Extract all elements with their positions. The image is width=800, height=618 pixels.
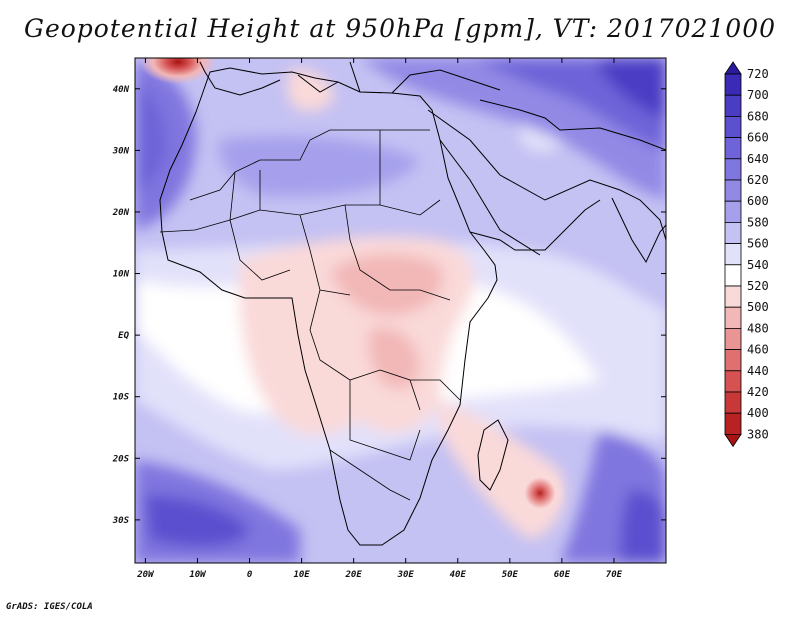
colorbar-swatch (724, 221, 742, 244)
colorbar-label: 600 (747, 194, 769, 208)
field-reunion-low (514, 467, 566, 519)
lat-tick-label: 30S (112, 516, 130, 526)
lon-tick-label: 0 (247, 570, 253, 580)
lat-tick-label: 40N (113, 85, 130, 95)
colorbar-label: 700 (747, 88, 769, 102)
mediterranean-coast (199, 61, 501, 96)
field-sahara-band (219, 136, 420, 197)
field-south-atlantic-high-core (145, 495, 250, 547)
colorbar-label: 520 (747, 279, 769, 293)
colorbar-swatch (724, 243, 742, 266)
colorbar-label: 560 (747, 237, 769, 251)
lon-tick-label: 70E (606, 570, 623, 580)
colorbar-label: 640 (747, 152, 769, 166)
colorbar-label: 500 (747, 300, 769, 314)
lon-tick-label: 10W (189, 570, 207, 580)
colorbar-label: 580 (747, 215, 769, 229)
coastlines (159, 61, 666, 546)
colorbar-label: 480 (747, 321, 769, 335)
colorbar-arrow-top (724, 61, 742, 75)
arabian-south-coast (469, 199, 601, 251)
colorbar-label: 540 (747, 258, 769, 272)
africa-coast (159, 67, 498, 546)
colorbar-swatch (724, 370, 742, 393)
lat-tick-label: EQ (118, 331, 129, 341)
field-great-lakes-low (368, 327, 420, 389)
field-central-asia-high (600, 58, 666, 120)
colorbar-swatch (724, 158, 742, 181)
red-sea-coast (439, 139, 541, 256)
colorbar-swatch (724, 327, 742, 350)
colorbar-swatch (724, 391, 742, 414)
lon-tick-label: 30E (397, 570, 415, 580)
axis-ticks: 20W 10W 0 10E 20E 30E 40E 50E 60E 70E 40N 30N 20N 10N… (112, 58, 666, 580)
lon-tick-label: 20W (136, 570, 155, 580)
colorbar-label: 460 (747, 343, 769, 357)
colorbar-swatch (724, 285, 742, 308)
lat-tick-label: 20N (112, 208, 130, 218)
lat-tick-label: 10N (113, 270, 130, 280)
plot-frame (134, 57, 667, 564)
country-borders (159, 129, 461, 501)
colorbar-swatch (724, 264, 742, 287)
colorbar-swatch (724, 94, 742, 117)
map-title: Geopotential Height at 950hPa [gpm], VT:… (23, 14, 777, 43)
colorbar-label: 380 (747, 427, 769, 441)
colorbar-label: 440 (747, 364, 769, 378)
field-indian-ocean-high-core (620, 490, 666, 563)
colorbar-label: 660 (747, 131, 769, 145)
colorbar-label: 720 (747, 67, 769, 81)
india-coast (611, 197, 666, 264)
colorbar-arrow-bottom (724, 433, 742, 448)
persian-gulf-coast (479, 99, 666, 151)
lat-tick-label: 20S (112, 454, 130, 464)
field-northeast-atlantic-low (140, 58, 216, 84)
madagascar-coast (477, 419, 509, 491)
lon-tick-label: 50E (502, 570, 519, 580)
colorbar-label: 420 (747, 385, 769, 399)
lat-tick-label: 10S (113, 393, 130, 403)
lon-tick-label: 60E (554, 570, 571, 580)
colorbar-swatch (724, 73, 742, 96)
lat-tick-label: 30N (112, 146, 130, 156)
colorbar: 720 700 680 660 640 620 600 580 560 540 520 500 480 4… (724, 61, 769, 448)
colorbar-label: 620 (747, 173, 769, 187)
colorbar-label: 680 (747, 109, 769, 123)
lon-tick-label: 20E (345, 570, 363, 580)
field-east-africa-low-core (330, 254, 443, 316)
colorbar-swatch (724, 306, 742, 329)
lon-tick-label: 10E (293, 570, 310, 580)
colorbar-swatch (724, 349, 742, 372)
field-atlantic-high-core (135, 85, 167, 195)
colorbar-swatch (724, 116, 742, 139)
colorbar-swatch (724, 179, 742, 202)
colorbar-label: 400 (747, 406, 769, 420)
grads-credit: GrADS: IGES/COLA (6, 602, 93, 612)
colorbar-swatch (724, 200, 742, 223)
arabia-asia-coast (427, 109, 666, 241)
colorbar-swatch (724, 137, 742, 160)
lon-tick-label: 40E (450, 570, 467, 580)
colorbar-swatch (724, 412, 742, 435)
height-field (135, 58, 666, 563)
